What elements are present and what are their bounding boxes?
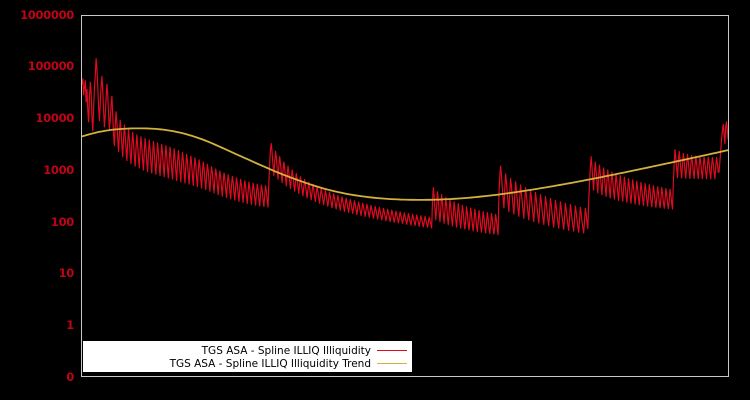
y-tick-label: 10: [58, 266, 75, 280]
legend-item-illiquidity-trend[interactable]: TGS ASA - Spline ILLIQ Illiquidity Trend: [84, 357, 407, 370]
chart-canvas: [82, 58, 728, 236]
illiquidity-line: [82, 58, 728, 236]
legend-label: TGS ASA - Spline ILLIQ Illiquidity Trend: [169, 357, 371, 370]
y-tick-label: 0: [66, 370, 74, 384]
legend-swatch-line: [377, 363, 407, 364]
y-tick-label: 1000000: [20, 8, 74, 22]
y-tick-label: 100000: [27, 59, 75, 73]
chart-legend[interactable]: TGS ASA - Spline ILLIQ Illiquidity TGS A…: [83, 341, 412, 372]
legend-label: TGS ASA - Spline ILLIQ Illiquidity: [201, 344, 371, 357]
y-tick-label: 10000: [35, 111, 74, 125]
legend-swatch-line: [377, 350, 407, 351]
plot-area: [81, 15, 729, 377]
illiquidity-trend-line: [82, 127, 728, 201]
y-tick-label: 1000: [43, 163, 74, 177]
y-tick-label: 1: [66, 318, 74, 332]
y-tick-label: 100: [50, 215, 74, 229]
legend-item-illiquidity[interactable]: TGS ASA - Spline ILLIQ Illiquidity: [84, 344, 407, 357]
